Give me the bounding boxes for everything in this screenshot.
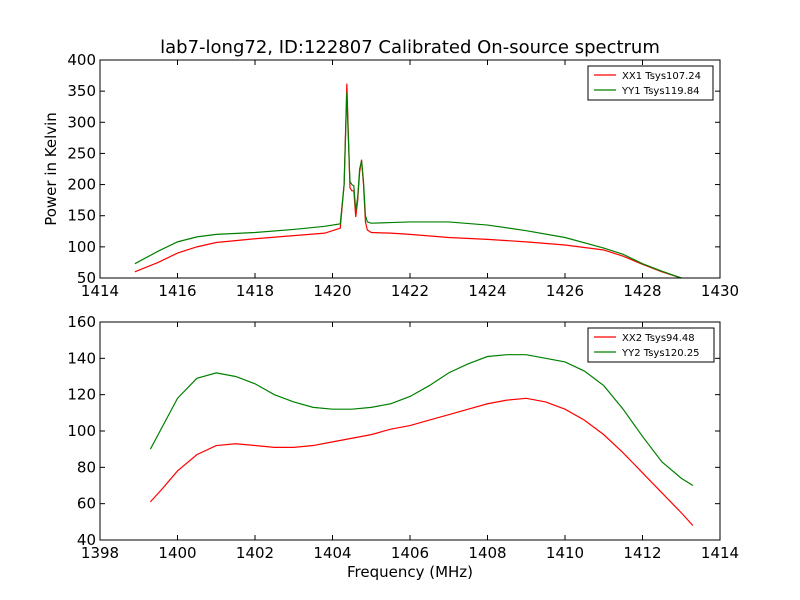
y-tick-label: 50 <box>77 269 96 287</box>
y-tick-label: 300 <box>67 113 96 131</box>
y-tick-label: 80 <box>77 458 96 476</box>
legend-label: YY1 Tsys119.84 <box>621 86 700 97</box>
y-tick-label: 40 <box>77 531 96 549</box>
y-tick-label: 120 <box>67 386 96 404</box>
x-tick-label: 1404 <box>313 544 351 562</box>
x-tick-label: 1422 <box>391 282 429 300</box>
legend-label: XX1 Tsys107.24 <box>622 71 701 82</box>
x-tick-label: 1414 <box>81 282 119 300</box>
legend-2: XX2 Tsys94.48 YY2 Tsys120.25 <box>587 327 715 363</box>
y-tick-label: 100 <box>67 238 96 256</box>
x-tick-label: 1402 <box>236 544 274 562</box>
legend-label: XX2 Tsys94.48 <box>622 333 695 344</box>
series-line-2-1 <box>149 397 694 526</box>
legend-1: XX1 Tsys107.24 YY1 Tsys119.84 <box>587 65 714 101</box>
y-tick-label: 150 <box>67 207 96 225</box>
x-tick-label: 1430 <box>701 282 739 300</box>
legend-label: YY2 Tsys120.25 <box>621 348 700 359</box>
y-tick-label: 350 <box>67 82 96 100</box>
y-tick-label: 60 <box>77 495 96 513</box>
y-axis-label-1: Power in Kelvin <box>42 112 60 226</box>
y-tick-label: 250 <box>67 144 96 162</box>
x-tick-label: 1408 <box>468 544 506 562</box>
series-line-1-2 <box>134 92 682 279</box>
y-tick-label: 160 <box>67 313 96 331</box>
x-tick-label: 1426 <box>546 282 584 300</box>
y-tick-label: 140 <box>67 349 96 367</box>
x-tick-label: 1420 <box>313 282 351 300</box>
chart-panel-2: 1398 1400 1402 1404 1406 1408 1410 1412 1414 40 60… <box>67 313 739 562</box>
x-tick-label: 1410 <box>546 544 584 562</box>
chart-title-1: lab7-long72, ID:122807 Calibrated On-sou… <box>160 37 660 58</box>
x-tick-label: 1398 <box>81 544 119 562</box>
series-line-2-2 <box>149 354 694 487</box>
x-tick-label: 1424 <box>468 282 506 300</box>
x-tick-label: 1400 <box>158 544 196 562</box>
y-tick-label: 400 <box>67 51 96 69</box>
x-tick-label: 1412 <box>623 544 661 562</box>
chart-panel-1: 1414 1416 1418 1420 1422 1424 1426 1428 1430 50 10… <box>67 51 739 300</box>
y-tick-label: 200 <box>67 176 96 194</box>
legend-box <box>587 65 714 101</box>
x-tick-label: 1428 <box>623 282 661 300</box>
x-tick-label: 1418 <box>236 282 274 300</box>
x-tick-label: 1416 <box>158 282 196 300</box>
legend-box <box>587 327 715 363</box>
x-axis-label-2: Frequency (MHz) <box>347 563 473 581</box>
x-tick-label: 1414 <box>701 544 739 562</box>
x-tick-label: 1406 <box>391 544 429 562</box>
y-tick-label: 100 <box>67 422 96 440</box>
